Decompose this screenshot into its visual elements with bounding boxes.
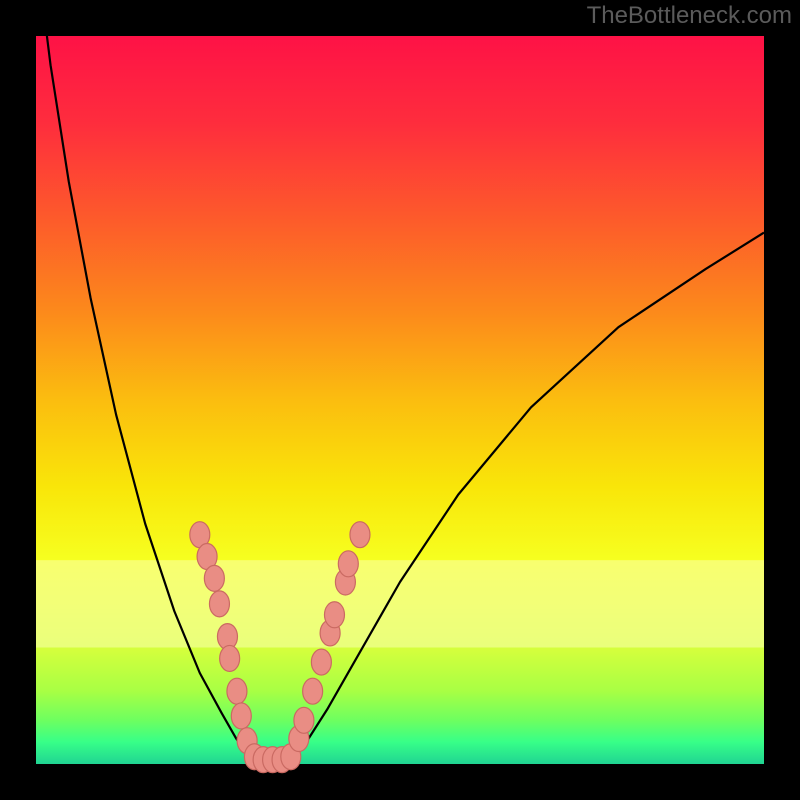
curve-marker (350, 522, 370, 548)
curve-marker (303, 678, 323, 704)
curve-marker (231, 703, 251, 729)
curve-marker (227, 678, 247, 704)
curve-marker (204, 565, 224, 591)
curve-marker (311, 649, 331, 675)
curve-marker (324, 602, 344, 628)
curve-marker (209, 591, 229, 617)
plot-area (36, 0, 764, 773)
curve-marker (294, 707, 314, 733)
stage: TheBottleneck.com (0, 0, 800, 800)
plot-svg (0, 0, 800, 800)
curve-marker (220, 645, 240, 671)
highlight-band (36, 560, 764, 647)
curve-marker (338, 551, 358, 577)
plot-background (36, 36, 764, 764)
